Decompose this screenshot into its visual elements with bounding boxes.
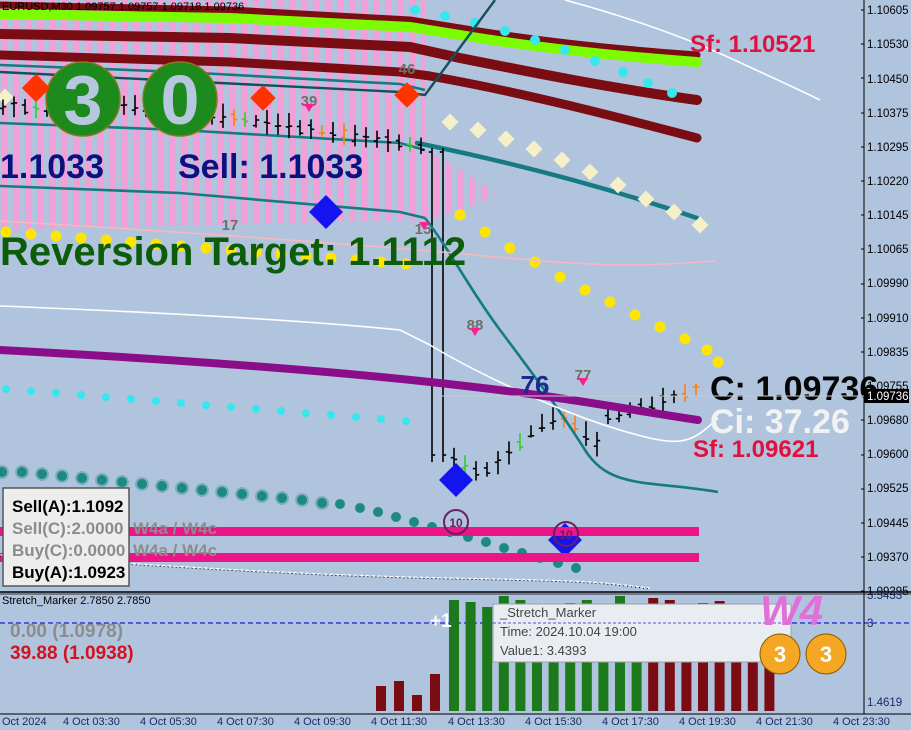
svg-text:Value1: 3.4393: Value1: 3.4393 [500,643,587,658]
svg-text:3: 3 [774,642,786,667]
svg-text:Buy(A):1.0923: Buy(A):1.0923 [12,563,125,582]
svg-text:1.10065: 1.10065 [867,244,909,256]
svg-text:39.88 (1.0938): 39.88 (1.0938) [10,643,134,664]
svg-text:W4: W4 [760,587,823,634]
svg-text:W4a / W4c: W4a / W4c [133,541,217,560]
svg-text:0.00 (1.0978): 0.00 (1.0978) [10,621,123,642]
svg-text:1.10450: 1.10450 [867,74,909,86]
svg-text:Time: 2024.10.04 19:00: Time: 2024.10.04 19:00 [500,624,637,639]
svg-text:4 Oct 13:30: 4 Oct 13:30 [448,716,505,728]
svg-text:1.09680: 1.09680 [867,415,909,427]
svg-text:4 Oct 03:30: 4 Oct 03:30 [63,716,120,728]
svg-text:46: 46 [399,61,416,78]
svg-text:+1: +1 [430,611,452,632]
svg-text:1.10530: 1.10530 [867,39,909,51]
svg-text:1.09600: 1.09600 [867,449,909,461]
svg-text:4 Oct 21:30: 4 Oct 21:30 [756,716,813,728]
svg-text:1.1033: 1.1033 [0,148,104,186]
svg-text:4 Oct 15:30: 4 Oct 15:30 [525,716,582,728]
svg-text:Buy(C):0.0000: Buy(C):0.0000 [12,541,125,560]
svg-text:4 Oct 05:30: 4 Oct 05:30 [140,716,197,728]
svg-text:Sf: 1.10521: Sf: 1.10521 [690,31,815,58]
svg-text:4 Oct 23:30: 4 Oct 23:30 [833,716,890,728]
svg-text:1.09445: 1.09445 [867,518,909,530]
svg-text:4 Oct 07:30: 4 Oct 07:30 [217,716,274,728]
svg-text:Sf: 1.09621: Sf: 1.09621 [693,436,818,463]
svg-text:Oct 2024: Oct 2024 [2,716,47,728]
svg-text:3: 3 [867,618,873,630]
svg-text:Reversion Target: 1.1112: Reversion Target: 1.1112 [0,230,466,274]
svg-text:3: 3 [64,61,103,139]
svg-text:1.09525: 1.09525 [867,483,909,495]
svg-text:1.10145: 1.10145 [867,210,909,222]
svg-text:10: 10 [449,516,463,530]
svg-text:Sell(C):2.0000: Sell(C):2.0000 [12,519,124,538]
svg-text:3.5433: 3.5433 [867,590,902,602]
svg-text:1.09736: 1.09736 [867,391,909,403]
svg-text:EURUSD,M30 1.09757 1.09757 1.: EURUSD,M30 1.09757 1.09757 1.09718 1.097… [2,1,244,13]
svg-text:4 Oct 09:30: 4 Oct 09:30 [294,716,351,728]
svg-text:10: 10 [559,528,573,542]
svg-text:Stretch_Marker 2.7850 2.7850: Stretch_Marker 2.7850 2.7850 [2,595,151,607]
svg-text:Sell(A):1.1092: Sell(A):1.1092 [12,497,124,516]
svg-text:1.09990: 1.09990 [867,278,909,290]
svg-text:3: 3 [820,642,832,667]
svg-text:4 Oct 17:30: 4 Oct 17:30 [602,716,659,728]
svg-text:4 Oct 19:30: 4 Oct 19:30 [679,716,736,728]
svg-text:1.10375: 1.10375 [867,108,909,120]
svg-text:0: 0 [161,61,200,139]
svg-text:1.09370: 1.09370 [867,552,909,564]
svg-text:1.4619: 1.4619 [867,697,902,709]
svg-text:1.10295: 1.10295 [867,142,909,154]
svg-text:1.10605: 1.10605 [867,5,909,17]
svg-text:1.10220: 1.10220 [867,176,909,188]
svg-text:W4a / W4c: W4a / W4c [133,519,217,538]
svg-text:4 Oct 11:30: 4 Oct 11:30 [371,716,427,728]
svg-text:1.09835: 1.09835 [867,347,909,359]
svg-text:_Stretch_Marker: _Stretch_Marker [499,605,597,620]
svg-text:Sell: 1.1033: Sell: 1.1033 [178,148,363,186]
svg-text:1.09910: 1.09910 [867,313,909,325]
